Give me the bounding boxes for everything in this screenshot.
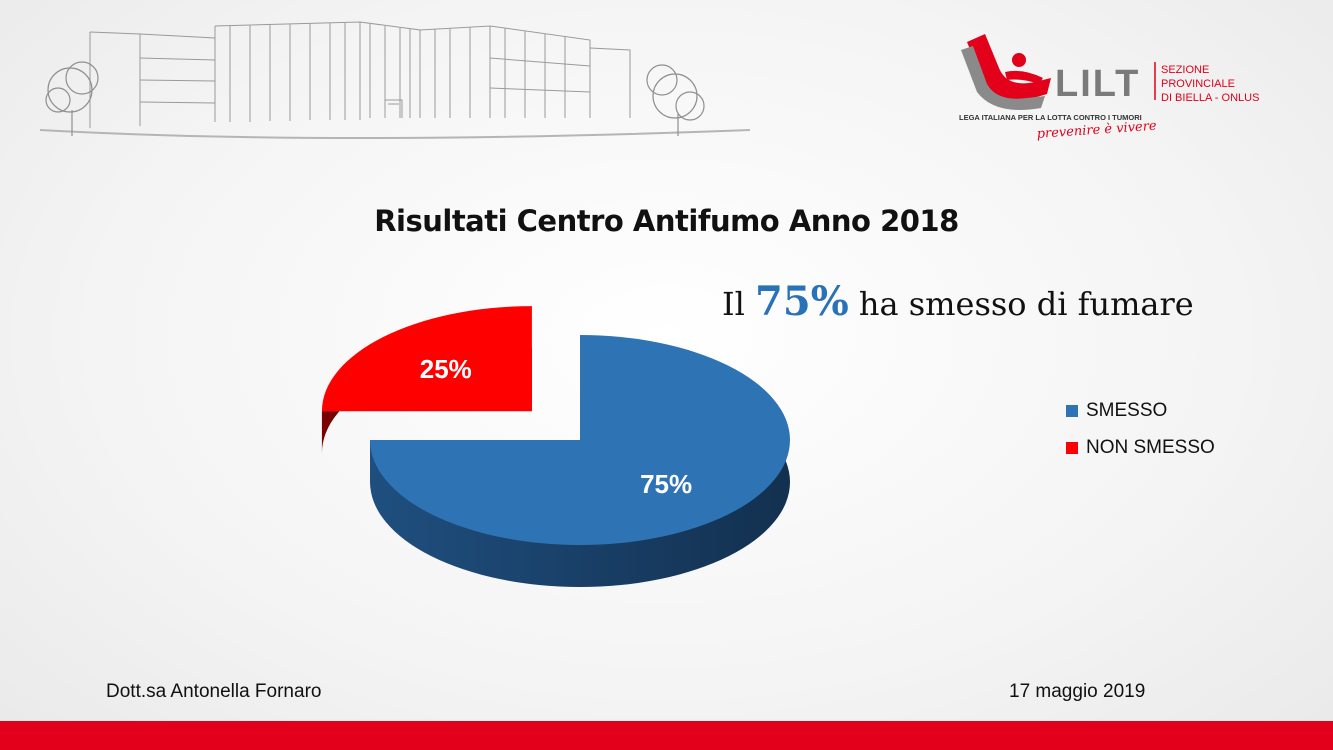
building-sketch-illustration <box>39 21 751 139</box>
logo-motto: prevenire è vivere <box>1036 119 1157 142</box>
lilt-logo: LILT SEZIONE PROVINCIALE DI BIELLA - ONL… <box>955 28 1275 148</box>
pie-slice-non-smesso <box>321 306 532 412</box>
logo-subtitle-line-2: PROVINCIALE <box>1161 78 1235 90</box>
chart-title: Risultati Centro Antifumo Anno 2018 <box>374 204 959 238</box>
chart-legend: SMESSO NON SMESSO <box>1066 392 1215 466</box>
pie-slice-smesso <box>370 335 790 545</box>
headline-highlight-percent: 75% <box>755 278 849 325</box>
logo-wordmark: LILT <box>1055 63 1140 105</box>
logo-tagline: LEGA ITALIANA PER LA LOTTA CONTRO I TUMO… <box>959 113 1142 122</box>
pie-chart: 75% 25% <box>321 306 790 587</box>
legend-label-non-smesso: NON SMESSO <box>1086 436 1215 458</box>
bottom-accent-bar <box>0 721 1333 750</box>
headline-suffix: ha smesso di fumare <box>858 285 1194 323</box>
data-label-non-smesso: 25% <box>420 354 472 384</box>
data-label-smesso: 75% <box>640 469 692 499</box>
legend-swatch-non-smesso <box>1066 441 1078 454</box>
headline: Il 75% ha smesso di fumare <box>722 278 1194 325</box>
legend-item-smesso: SMESSO <box>1066 392 1215 429</box>
author-name: Dott.sa Antonella Fornaro <box>106 681 322 702</box>
legend-item-non-smesso: NON SMESSO <box>1066 429 1215 466</box>
presentation-date: 17 maggio 2019 <box>1009 681 1146 702</box>
logo-subtitle-line-1: SEZIONE <box>1161 64 1209 76</box>
legend-label-smesso: SMESSO <box>1086 399 1168 421</box>
legend-swatch-smesso <box>1066 404 1078 417</box>
headline-prefix: Il <box>722 285 745 323</box>
logo-subtitle-line-3: DI BIELLA - ONLUS <box>1161 92 1259 104</box>
